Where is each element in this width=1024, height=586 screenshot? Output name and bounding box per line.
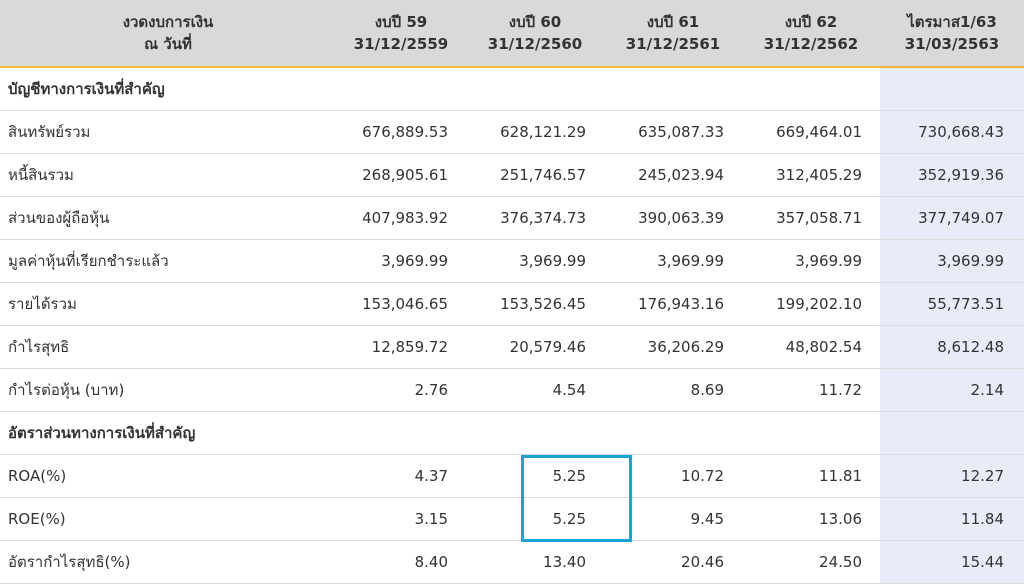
table-cell: 2.76 [336, 368, 466, 412]
table-cell: 48,802.54 [742, 325, 880, 369]
table-cell: 3,969.99 [880, 239, 1024, 283]
header-fy60: งบปี 60 31/12/2560 [466, 0, 604, 68]
header-label-line1: งบปี 62 [784, 13, 838, 31]
row-label: กำไรสุทธิ [0, 325, 336, 369]
table-cell: 3.15 [336, 497, 466, 541]
table-cell: 730,668.43 [880, 110, 1024, 154]
table-cell: 8.40 [336, 540, 466, 584]
table-cell: 9.45 [604, 497, 742, 541]
section-row-key-ratios: อัตราส่วนทางการเงินที่สำคัญ [0, 411, 1024, 455]
table-cell: 2.14 [880, 368, 1024, 412]
table-cell: 5.25 [466, 497, 604, 541]
table-cell: 12.27 [880, 454, 1024, 498]
table-cell: 676,889.53 [336, 110, 466, 154]
header-label-line1: งวดงบการเงิน [122, 13, 214, 31]
table-header-row: งวดงบการเงิน ณ วันที่ งบปี 59 31/12/2559… [0, 0, 1024, 68]
row-label: ROA(%) [0, 454, 336, 498]
header-label-line1: งบปี 60 [508, 13, 562, 31]
table-cell: 36,206.29 [604, 325, 742, 369]
table-cell: 3,969.99 [742, 239, 880, 283]
header-label-line2: 31/03/2563 [904, 35, 1000, 53]
row-label: สินทรัพย์รวม [0, 110, 336, 154]
table-cell: 11.84 [880, 497, 1024, 541]
header-fy61: งบปี 61 31/12/2561 [604, 0, 742, 68]
table-cell [880, 67, 1024, 111]
header-label-line2: 31/12/2560 [487, 35, 583, 53]
table-cell: 4.54 [466, 368, 604, 412]
row-label: อัตรากำไรสุทธิ(%) [0, 540, 336, 584]
table-cell: 10.72 [604, 454, 742, 498]
header-fy59: งบปี 59 31/12/2559 [336, 0, 466, 68]
table-cell: 13.06 [742, 497, 880, 541]
table-row: ROE(%) 3.15 5.25 9.45 13.06 11.84 [0, 497, 1024, 541]
table-cell: 312,405.29 [742, 153, 880, 197]
table-cell: 245,023.94 [604, 153, 742, 197]
table-cell: 3,969.99 [466, 239, 604, 283]
table-cell: 357,058.71 [742, 196, 880, 240]
table-cell: 635,087.33 [604, 110, 742, 154]
table-cell: 13.40 [466, 540, 604, 584]
header-label-line2: 31/12/2561 [625, 35, 721, 53]
row-label: กำไรต่อหุ้น (บาท) [0, 368, 336, 412]
section-row-key-financials: บัญชีทางการเงินที่สำคัญ [0, 67, 1024, 111]
header-fy62: งบปี 62 31/12/2562 [742, 0, 880, 68]
table-cell: 3,969.99 [604, 239, 742, 283]
table-cell: 20,579.46 [466, 325, 604, 369]
table-cell: 268,905.61 [336, 153, 466, 197]
table-cell: 8.69 [604, 368, 742, 412]
table-cell: 8,612.48 [880, 325, 1024, 369]
header-label-line1: งบปี 59 [374, 13, 428, 31]
table-cell: 15.44 [880, 540, 1024, 584]
row-label: รายได้รวม [0, 282, 336, 326]
table-cell: 55,773.51 [880, 282, 1024, 326]
table-cell: 251,746.57 [466, 153, 604, 197]
table-cell: 377,749.07 [880, 196, 1024, 240]
table-row: อัตรากำไรสุทธิ(%) 8.40 13.40 20.46 24.50… [0, 540, 1024, 584]
table-row: ROA(%) 4.37 5.25 10.72 11.81 12.27 [0, 454, 1024, 498]
table-cell: 20.46 [604, 540, 742, 584]
table-row: กำไรสุทธิ 12,859.72 20,579.46 36,206.29 … [0, 325, 1024, 369]
row-label: ROE(%) [0, 497, 336, 541]
table-row: สินทรัพย์รวม 676,889.53 628,121.29 635,0… [0, 110, 1024, 154]
header-period-date: งวดงบการเงิน ณ วันที่ [0, 0, 336, 68]
table-row: หนี้สินรวม 268,905.61 251,746.57 245,023… [0, 153, 1024, 197]
table-row: กำไรต่อหุ้น (บาท) 2.76 4.54 8.69 11.72 2… [0, 368, 1024, 412]
table-row: รายได้รวม 153,046.65 153,526.45 176,943.… [0, 282, 1024, 326]
table-cell: 176,943.16 [604, 282, 742, 326]
table-cell: 153,526.45 [466, 282, 604, 326]
header-label-line2: 31/12/2562 [763, 35, 859, 53]
table-cell: 24.50 [742, 540, 880, 584]
table-row: ส่วนของผู้ถือหุ้น 407,983.92 376,374.73 … [0, 196, 1024, 240]
row-label: มูลค่าหุ้นที่เรียกชำระแล้ว [0, 239, 336, 283]
table-cell: 12,859.72 [336, 325, 466, 369]
table-cell: 376,374.73 [466, 196, 604, 240]
table-cell: 199,202.10 [742, 282, 880, 326]
table-cell: 4.37 [336, 454, 466, 498]
table-cell: 11.72 [742, 368, 880, 412]
section-title: บัญชีทางการเงินที่สำคัญ [0, 67, 880, 111]
table-cell: 5.25 [466, 454, 604, 498]
row-label: ส่วนของผู้ถือหุ้น [0, 196, 336, 240]
table-row: มูลค่าหุ้นที่เรียกชำระแล้ว 3,969.99 3,96… [0, 239, 1024, 283]
row-label: หนี้สินรวม [0, 153, 336, 197]
header-label-line1: งบปี 61 [646, 13, 700, 31]
table-cell: 407,983.92 [336, 196, 466, 240]
table-cell [880, 411, 1024, 455]
table-cell: 669,464.01 [742, 110, 880, 154]
table-cell: 390,063.39 [604, 196, 742, 240]
header-label-line2: 31/12/2559 [353, 35, 449, 53]
section-title: อัตราส่วนทางการเงินที่สำคัญ [0, 411, 880, 455]
header-q1-63: ไตรมาส1/63 31/03/2563 [880, 0, 1024, 68]
table-cell: 3,969.99 [336, 239, 466, 283]
header-label-line2: ณ วันที่ [144, 35, 192, 53]
table-cell: 628,121.29 [466, 110, 604, 154]
header-label-line1: ไตรมาส1/63 [907, 13, 997, 31]
table-cell: 11.81 [742, 454, 880, 498]
table-cell: 352,919.36 [880, 153, 1024, 197]
table-cell: 153,046.65 [336, 282, 466, 326]
